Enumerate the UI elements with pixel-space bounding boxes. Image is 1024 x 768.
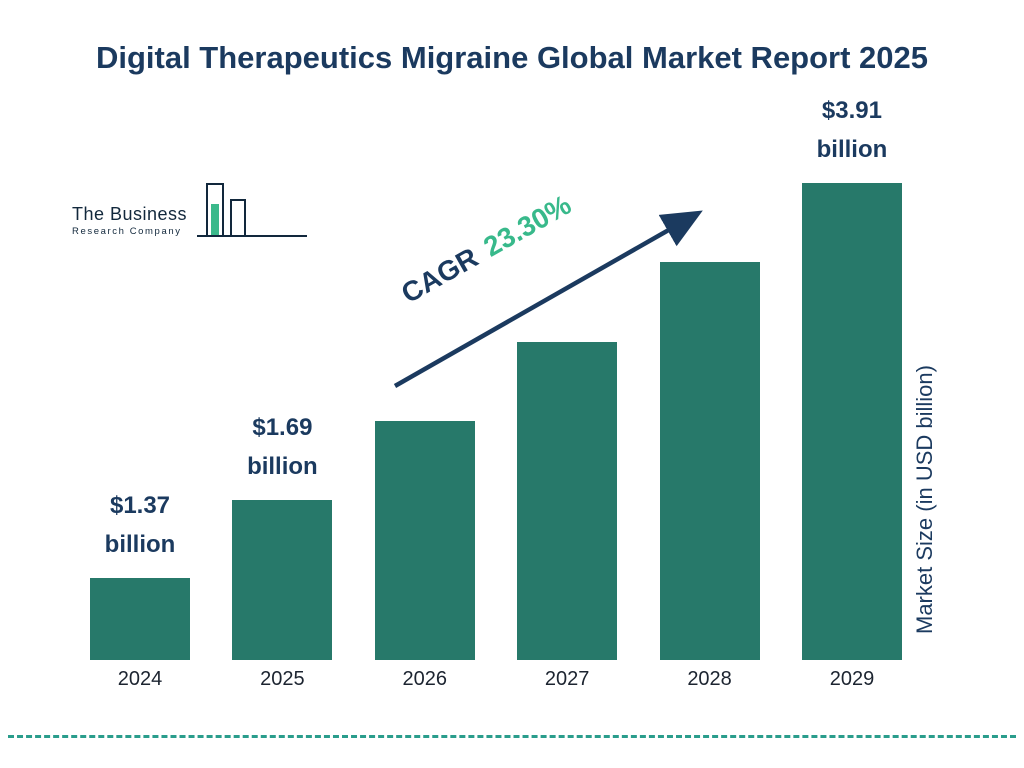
logo-name-line1: The Business <box>72 204 188 224</box>
bar-value-label-2029: $3.91 billion <box>816 97 888 163</box>
y-axis-title: Market Size (in USD billion) <box>912 365 937 635</box>
x-axis-label-2026: 2026 <box>402 668 448 690</box>
bottom-dashed-divider <box>8 735 1016 738</box>
page-title: Digital Therapeutics Migraine Global Mar… <box>95 40 929 75</box>
bar-2027 <box>517 342 618 660</box>
bar-column-2027 <box>517 182 618 660</box>
x-axis-label-2024: 2024 <box>117 668 163 690</box>
bar-column-2024: $1.37 billion <box>90 182 190 660</box>
logo-name-line2: Research Company <box>72 226 182 237</box>
x-axis-labels: 2024 2025 2026 2027 2028 2029 <box>90 668 902 691</box>
bar-column-2025: $1.69 billion <box>232 182 333 660</box>
bar-2026 <box>374 421 475 660</box>
company-logo-text: The Business Research Company <box>72 204 187 237</box>
x-axis-label-2025: 2025 <box>260 668 305 690</box>
x-axis-label-2028: 2028 <box>687 668 732 690</box>
bar-value-label-2024: $1.37 billion <box>104 492 176 558</box>
bar-2025 <box>232 500 333 660</box>
bar-column-2028 <box>659 182 760 660</box>
x-axis-label-2027: 2027 <box>544 668 590 690</box>
bar-value-label-2025: $1.69 billion <box>247 414 318 480</box>
bar-column-2029: $3.91 billion <box>801 97 902 660</box>
bar-2024 <box>90 578 190 660</box>
bar-column-2026 <box>374 182 475 660</box>
x-axis-label-2029: 2029 <box>829 668 875 690</box>
company-logo: The Business Research Company <box>72 178 307 253</box>
bar-2029 <box>801 183 902 660</box>
bar-2028 <box>659 262 760 660</box>
logo-barchart-icon <box>197 183 307 237</box>
